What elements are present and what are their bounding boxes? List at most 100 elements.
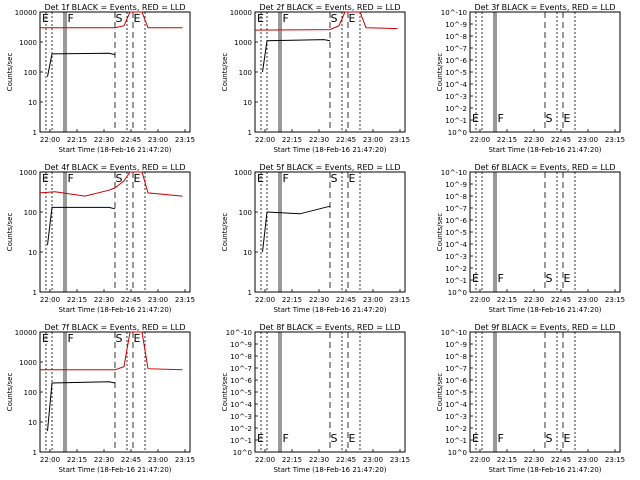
y-tick-label: 10 (28, 249, 37, 257)
panel-title: Det 6f BLACK = Events, RED = LLD (474, 163, 615, 172)
y-tick-label: 10^0 (233, 449, 252, 457)
x-tick-label: 22:00 (255, 296, 275, 304)
y-tick-label: 10^-5 (445, 229, 467, 237)
x-tick-label: 22:30 (94, 456, 114, 464)
y-tick-label: 10000 (15, 329, 37, 337)
x-tick-label: 23:15 (390, 456, 410, 464)
time-marker-label: S (546, 112, 553, 125)
x-tick-label: 22:15 (282, 296, 302, 304)
x-tick-label: 22:00 (255, 136, 275, 144)
y-tick-label: 1000 (234, 39, 252, 47)
y-tick-label: 1 (248, 129, 252, 137)
y-tick-label: 10^-3 (445, 253, 467, 261)
time-marker-label: S (331, 12, 338, 25)
time-marker-label: F (283, 12, 289, 25)
x-tick-label: 23:00 (578, 456, 598, 464)
time-marker-label: E (134, 12, 141, 25)
y-tick-label: 100 (239, 69, 252, 77)
y-tick-label: 100 (239, 209, 252, 217)
x-tick-label: 23:15 (390, 296, 410, 304)
y-tick-label: 1000 (19, 39, 37, 47)
x-tick-label: 22:00 (255, 456, 275, 464)
x-tick-label: 22:00 (40, 136, 60, 144)
y-tick-label: 1000 (19, 359, 37, 367)
panel-title: Det 7f BLACK = Events, RED = LLD (44, 323, 185, 332)
x-tick-label: 22:30 (524, 296, 544, 304)
y-tick-label: 10^-3 (445, 413, 467, 421)
y-tick-label: 10^-7 (445, 365, 467, 373)
time-marker-label: E (564, 272, 571, 285)
x-tick-label: 22:45 (551, 296, 571, 304)
x-tick-label: 23:15 (390, 136, 410, 144)
panel-det-1f: Det 1f BLACK = Events, RED = LLD 1 10 100 10… (6, 3, 195, 154)
time-marker-label: F (498, 112, 504, 125)
series-line (39, 171, 183, 197)
time-marker-label: E (349, 12, 356, 25)
y-tick-label: 10^-9 (445, 21, 467, 29)
y-tick-label: 10^-2 (445, 425, 467, 433)
y-tick-label: 10^-6 (445, 377, 467, 385)
time-marker-label: E (134, 172, 141, 185)
y-tick-label: 10000 (15, 9, 37, 17)
x-tick-label: 23:00 (148, 456, 168, 464)
y-tick-label: 10^-10 (441, 169, 467, 177)
time-marker-label: F (68, 332, 74, 345)
x-tick-label: 22:45 (336, 136, 356, 144)
y-tick-label: 10^-10 (226, 329, 252, 337)
y-tick-label: 10^-4 (230, 401, 252, 409)
y-tick-label: 1000 (234, 169, 252, 177)
x-tick-label: 22:30 (309, 136, 329, 144)
y-tick-label: 10^-8 (230, 353, 252, 361)
y-tick-label: 10 (28, 419, 37, 427)
y-tick-label: 10^-6 (230, 377, 252, 385)
time-marker-label: E (257, 12, 264, 25)
time-marker-label: S (546, 432, 553, 445)
x-tick-label: 22:45 (336, 296, 356, 304)
panel-title: Det 8f BLACK = Events, RED = LLD (259, 323, 400, 332)
y-tick-label: 10^-5 (445, 389, 467, 397)
x-axis-label: Start Time (18-Feb-16 21:47:20) (488, 306, 601, 314)
x-tick-label: 22:30 (309, 296, 329, 304)
x-axis-label: Start Time (18-Feb-16 21:47:20) (58, 146, 171, 154)
y-axis-label: Counts/sec (6, 213, 14, 252)
x-tick-label: 23:00 (363, 456, 383, 464)
time-marker-label: E (134, 332, 141, 345)
y-tick-label: 10^-1 (445, 117, 467, 125)
y-tick-label: 10 (243, 99, 252, 107)
y-tick-label: 100 (24, 69, 37, 77)
y-tick-label: 10^-1 (445, 437, 467, 445)
y-axis-label: Counts/sec (436, 53, 444, 92)
y-tick-label: 10^-4 (445, 81, 467, 89)
y-tick-label: 10^-8 (445, 353, 467, 361)
y-tick-label: 1 (33, 129, 37, 137)
x-tick-label: 22:30 (524, 456, 544, 464)
y-axis-label: Counts/sec (436, 373, 444, 412)
x-axis-label: Start Time (18-Feb-16 21:47:20) (273, 466, 386, 474)
time-marker-label: E (472, 112, 479, 125)
x-tick-label: 23:15 (605, 456, 625, 464)
time-marker-label: E (257, 172, 264, 185)
y-tick-label: 10^-3 (230, 413, 252, 421)
panel-det-4f: Det 4f BLACK = Events, RED = LLD 1 10 100 10… (6, 163, 195, 314)
series-line (47, 381, 116, 432)
y-tick-label: 10^-2 (230, 425, 252, 433)
x-tick-label: 22:15 (67, 296, 87, 304)
x-tick-label: 23:15 (605, 136, 625, 144)
panel-title: Det 9f BLACK = Events, RED = LLD (474, 323, 615, 332)
y-tick-label: 10^-2 (445, 105, 467, 113)
x-tick-label: 23:15 (175, 296, 195, 304)
panel-title: Det 3f BLACK = Events, RED = LLD (474, 3, 615, 12)
x-tick-label: 23:00 (148, 296, 168, 304)
x-tick-label: 22:15 (497, 456, 517, 464)
y-tick-label: 10^-8 (445, 33, 467, 41)
y-axis-label: Counts/sec (436, 213, 444, 252)
time-marker-label: E (42, 172, 49, 185)
y-tick-label: 10^-2 (445, 265, 467, 273)
y-axis-label: Counts/sec (6, 53, 14, 92)
x-axis-label: Start Time (18-Feb-16 21:47:20) (58, 466, 171, 474)
x-tick-label: 22:15 (67, 136, 87, 144)
series-line (40, 11, 183, 29)
y-tick-label: 10^0 (448, 129, 467, 137)
y-tick-label: 10^-8 (445, 193, 467, 201)
x-tick-label: 22:30 (94, 296, 114, 304)
